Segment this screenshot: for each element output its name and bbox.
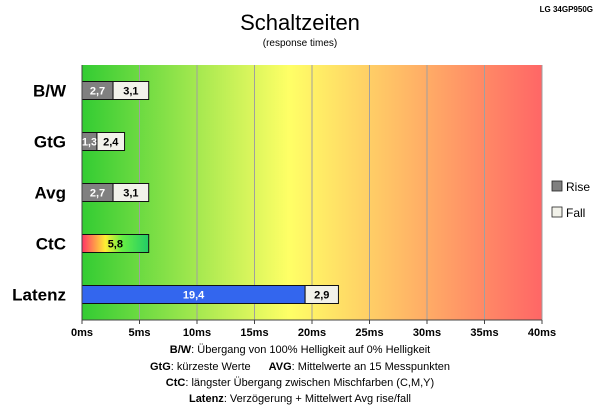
caption-ctc: CtC: längster Übergang zwischen Mischfar… [0, 377, 600, 389]
legend-rise-swatch [551, 180, 563, 192]
x-tick-label: 15ms [240, 327, 268, 339]
x-tick-label: 5ms [128, 327, 150, 339]
x-axis-tick-labels: 0ms 5ms 10ms 15ms 20ms 25ms 30ms 35ms 40ms [71, 327, 556, 339]
caption-latency: Latenz: Verzögerung + Mittelwert Avg ris… [0, 393, 600, 405]
bar-fall-label: 2,9 [314, 290, 329, 302]
x-tick-label: 40ms [528, 327, 556, 339]
caption-ctc-text: : längster Übergang zwischen Mischfarben… [185, 377, 435, 389]
x-tick-label: 20ms [298, 327, 326, 339]
caption-latency-term: Latenz [188, 393, 224, 405]
chart-title: Schaltzeiten [240, 10, 360, 35]
caption-gtg-avg: GtG: kürzeste Werte AVG: Mittelwerte an 1… [0, 361, 600, 373]
x-tick-label: 0ms [71, 327, 93, 339]
grid-lines [81, 65, 543, 324]
category-label: Latenz [12, 286, 66, 305]
bar-fall-label: 3,1 [123, 86, 138, 98]
bar-rise-label: 2,7 [90, 188, 105, 200]
bar-rise-label: 2,7 [90, 86, 105, 98]
legend-fall-swatch [551, 206, 563, 218]
x-tick-label: 25ms [355, 327, 383, 339]
bar-fall [112, 81, 150, 100]
bar-fall [112, 183, 150, 202]
bars: 2,7 3,1 1,3 2,4 2,7 3,1 5,8 19,4 2,9 [81, 81, 339, 304]
category-label: GtG [34, 133, 66, 152]
legend-fall-label: Fall [566, 206, 585, 220]
bar-fall-label: 3,1 [123, 188, 138, 200]
caption-bw-term: B/W [169, 344, 192, 356]
bar-fall [304, 285, 339, 304]
legend-rise-label: Rise [566, 180, 590, 194]
category-label: B/W [33, 82, 67, 101]
caption-bw-text: : Übergang von 100% Helligkeit auf 0% He… [191, 344, 431, 356]
category-label: CtC [36, 235, 66, 254]
x-tick-label: 30ms [413, 327, 441, 339]
caption-avg-text: : Mittelwerte an 15 Messpunkten [291, 361, 451, 373]
caption-gtg-text: : kürzeste Werte [170, 361, 251, 373]
x-tick-label: 35ms [470, 327, 498, 339]
bar-rise-label: 1,3 [82, 137, 97, 149]
caption-ctc-term: CtC [165, 377, 186, 389]
caption-gtg-term: GtG [149, 361, 171, 373]
caption-avg-term: AVG [268, 361, 292, 373]
caption-bw: B/W: Übergang von 100% Helligkeit auf 0%… [0, 344, 600, 356]
bar-rise-label: 5,8 [108, 239, 123, 251]
model-label: LG 34GP950G [540, 5, 593, 14]
category-labels: B/W GtG Avg CtC Latenz [12, 82, 67, 305]
bar-fall-label: 2,4 [103, 137, 119, 149]
bar-fall [96, 132, 126, 151]
chart-subtitle: (response times) [263, 38, 337, 49]
bar-rise-label: 19,4 [183, 290, 205, 302]
caption-latency-text: : Verzögerung + Mittelwert Avg rise/fall [223, 393, 412, 405]
x-tick-label: 10ms [183, 327, 211, 339]
legend: Rise Fall [551, 180, 590, 220]
category-label: Avg [35, 184, 67, 203]
